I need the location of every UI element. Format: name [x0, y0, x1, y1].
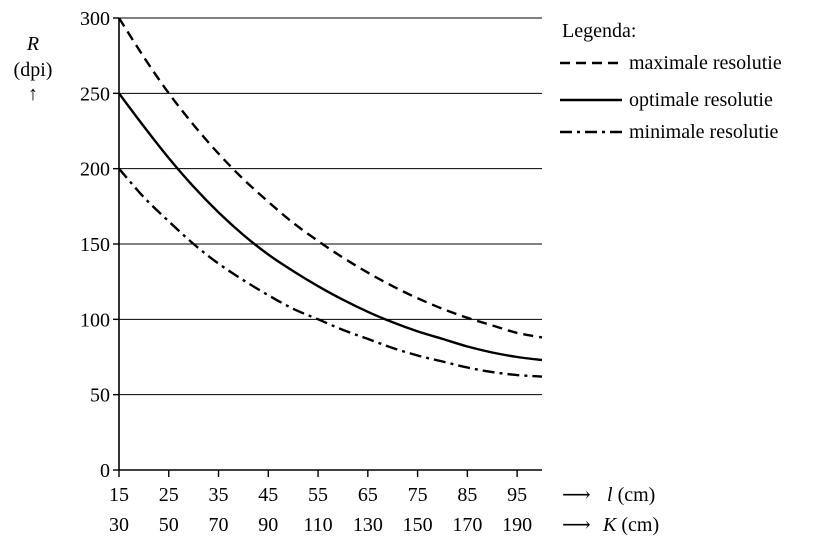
x-tick-label-l-1: 25 [159, 484, 179, 506]
x-tick-label-k-8: 190 [502, 514, 532, 536]
x-axis-k-arrow: ⟶ [562, 514, 591, 536]
x-axis-l-symbol: l [607, 484, 613, 506]
x-tick-label-l-4: 55 [308, 484, 328, 506]
x-tick-label-l-5: 65 [358, 484, 378, 506]
series-line-dashed [117, 17, 543, 339]
x-axis-k-label: ⟶ K (cm) [562, 514, 659, 536]
x-tick-label-l-6: 75 [408, 484, 428, 506]
y-tick-label-5: 250 [80, 83, 110, 105]
y-tick-label-3: 150 [80, 234, 110, 256]
x-tick-label-k-6: 150 [403, 514, 433, 536]
x-axis-k-title: K (cm) [602, 514, 659, 536]
x-tick-label-k-4: 110 [303, 514, 332, 536]
x-tick-label-l-8: 95 [507, 484, 527, 506]
x-tick-label-l-7: 85 [457, 484, 477, 506]
y-axis-arrow: ↑ [28, 83, 38, 105]
y-tick-label-6: 300 [80, 8, 110, 30]
y-tick-label-2: 100 [80, 309, 110, 331]
y-tick-label-4: 200 [80, 159, 110, 181]
x-axis-l-arrow: ⟶ [562, 484, 591, 506]
x-tick-label-k-5: 130 [353, 514, 383, 536]
x-tick-label-k-7: 170 [452, 514, 482, 536]
legend-label-maximum: maximale resolutie [629, 52, 782, 74]
y-tick-label-1: 50 [90, 385, 110, 407]
y-tick-label-0: 0 [100, 460, 110, 482]
x-tick-label-k-0: 30 [109, 514, 129, 536]
x-tick-label-l-2: 35 [209, 484, 229, 506]
x-axis-l-label: ⟶ l (cm) [562, 484, 655, 506]
x-axis-k-unit: (cm) [616, 514, 659, 536]
x-tick-label-l-0: 15 [109, 484, 129, 506]
y-axis-symbol: R [26, 33, 39, 55]
x-axis-k-symbol: K [602, 514, 618, 536]
y-tick-labels: 0 50 100 150 200 250 300 [80, 8, 119, 482]
legend-title: Legenda: [562, 20, 636, 42]
legend: Legenda: maximale resolutie optimale res… [560, 20, 782, 143]
x-axes: 15 30 25 50 35 70 45 90 55 110 65 130 75 150 85 170 95 19… [109, 18, 542, 536]
x-tick-label-k-1: 50 [159, 514, 179, 536]
series-line-dashdot [118, 167, 543, 378]
y-axis-unit: (dpi) [14, 59, 53, 81]
legend-label-minimum: minimale resolutie [629, 121, 779, 143]
x-axis-l-title: l (cm) [607, 484, 655, 506]
x-tick-label-k-2: 70 [209, 514, 229, 536]
gridlines [119, 17, 542, 396]
x-tick-label-k-3: 90 [258, 514, 278, 536]
series-curves [117, 17, 543, 378]
x-axis-l-unit: (cm) [613, 484, 656, 506]
legend-label-optimal: optimale resolutie [629, 89, 773, 111]
x-tick-label-l-3: 45 [258, 484, 278, 506]
series-line-solid [118, 92, 543, 362]
